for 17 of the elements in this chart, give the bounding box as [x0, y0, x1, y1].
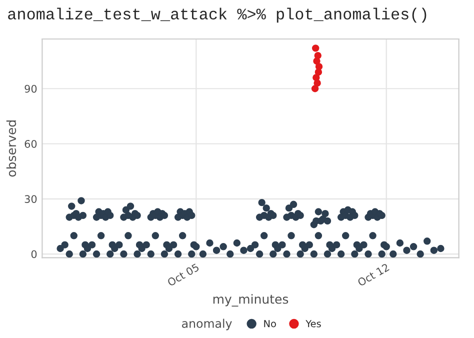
y-tick-label: 90	[24, 84, 37, 93]
chart-title: anomalize_test_w_attack %>% plot_anomalies()	[8, 8, 426, 23]
point	[312, 44, 320, 52]
y-tick-label: 60	[24, 140, 37, 148]
y-tick-label: 0	[31, 250, 37, 258]
y-axis-title: observed	[6, 120, 16, 177]
x-tick-label: Oct 12	[357, 263, 390, 287]
y-tick-label: 30	[24, 195, 37, 203]
legend-label: Yes	[306, 320, 321, 328]
point	[315, 62, 323, 70]
x-axis-title: my_minutes	[213, 294, 288, 307]
point	[314, 80, 321, 87]
x-tick-label: Oct 05	[166, 263, 200, 287]
point	[314, 52, 322, 60]
legend-label: No	[264, 320, 276, 328]
legend-title: anomaly	[182, 318, 232, 330]
point	[311, 85, 319, 92]
